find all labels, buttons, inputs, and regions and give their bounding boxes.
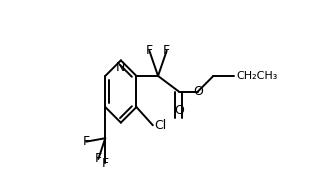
Text: Cl: Cl	[154, 119, 166, 132]
Text: CH₂CH₃: CH₂CH₃	[236, 71, 277, 81]
Text: O: O	[193, 85, 203, 98]
Text: F: F	[83, 135, 90, 148]
Text: N: N	[116, 61, 126, 74]
Text: F: F	[163, 44, 170, 57]
Text: F: F	[146, 44, 153, 57]
Text: F: F	[102, 157, 109, 170]
Text: F: F	[95, 152, 102, 165]
Text: O: O	[174, 104, 184, 117]
